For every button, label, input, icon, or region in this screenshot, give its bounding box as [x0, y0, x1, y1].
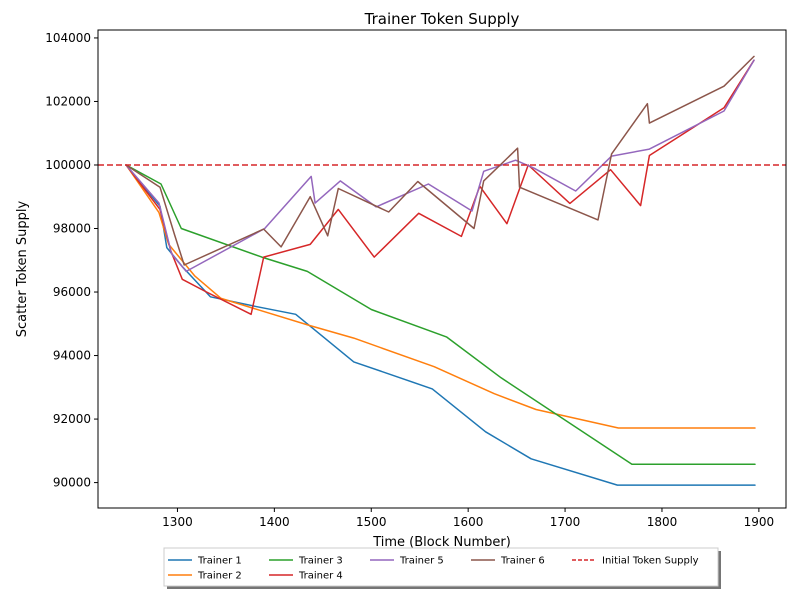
- plot-frame: [97, 29, 787, 509]
- legend: Trainer 1 Trainer 2 Trainer 3 Trainer 4 Trai…: [163, 547, 721, 589]
- series-line-trainer-4: [125, 59, 755, 316]
- x-tick-label: 1300: [162, 515, 193, 529]
- y-tick-label: 98000: [53, 222, 91, 236]
- series-layer: [125, 55, 756, 486]
- chart-title: Trainer Token Supply: [364, 10, 520, 28]
- y-tick-label: 94000: [53, 349, 91, 363]
- x-tick-label: 1500: [356, 515, 387, 529]
- legend-label-trainer-5: Trainer 5: [399, 556, 444, 567]
- y-tick-label: 102000: [45, 94, 91, 108]
- x-tick-label: 1800: [647, 515, 678, 529]
- x-tick-label: 1600: [453, 515, 484, 529]
- series-line-trainer-1: [125, 164, 756, 486]
- series-line-trainer-3: [125, 164, 756, 465]
- y-axis-label: Scatter Token Supply: [15, 200, 30, 337]
- legend-label-initial-token-supply: Initial Token Supply: [602, 556, 699, 567]
- y-tick-label: 104000: [45, 31, 91, 45]
- legend-label-trainer-4: Trainer 4: [298, 571, 343, 582]
- x-axis-label: Time (Block Number): [372, 535, 511, 550]
- axes-layer: [97, 29, 787, 509]
- x-tick-label: 1900: [744, 515, 775, 529]
- legend-label-trainer-6: Trainer 6: [500, 556, 545, 567]
- y-tick-label: 96000: [53, 285, 91, 299]
- legend-label-trainer-3: Trainer 3: [298, 556, 343, 567]
- legend-items: Trainer 1 Trainer 2 Trainer 3 Trainer 4 Trai…: [168, 556, 699, 582]
- y-tick-label: 90000: [53, 476, 91, 490]
- x-tick-label: 1700: [550, 515, 581, 529]
- plot-area: [98, 30, 786, 508]
- y-tick-label: 92000: [53, 412, 91, 426]
- x-tick-label: 1400: [259, 515, 290, 529]
- x-ticks: 1300 1400 1500 1600 1700 1800 1900: [162, 508, 774, 529]
- y-tick-label: 100000: [45, 158, 91, 172]
- legend-box: [163, 547, 719, 587]
- series-line-trainer-6: [125, 55, 755, 266]
- legend-label-trainer-2: Trainer 2: [197, 571, 242, 582]
- legend-label-trainer-1: Trainer 1: [197, 556, 242, 567]
- y-ticks: 90000 92000 94000 96000 98000 100000 102000 104…: [45, 31, 98, 490]
